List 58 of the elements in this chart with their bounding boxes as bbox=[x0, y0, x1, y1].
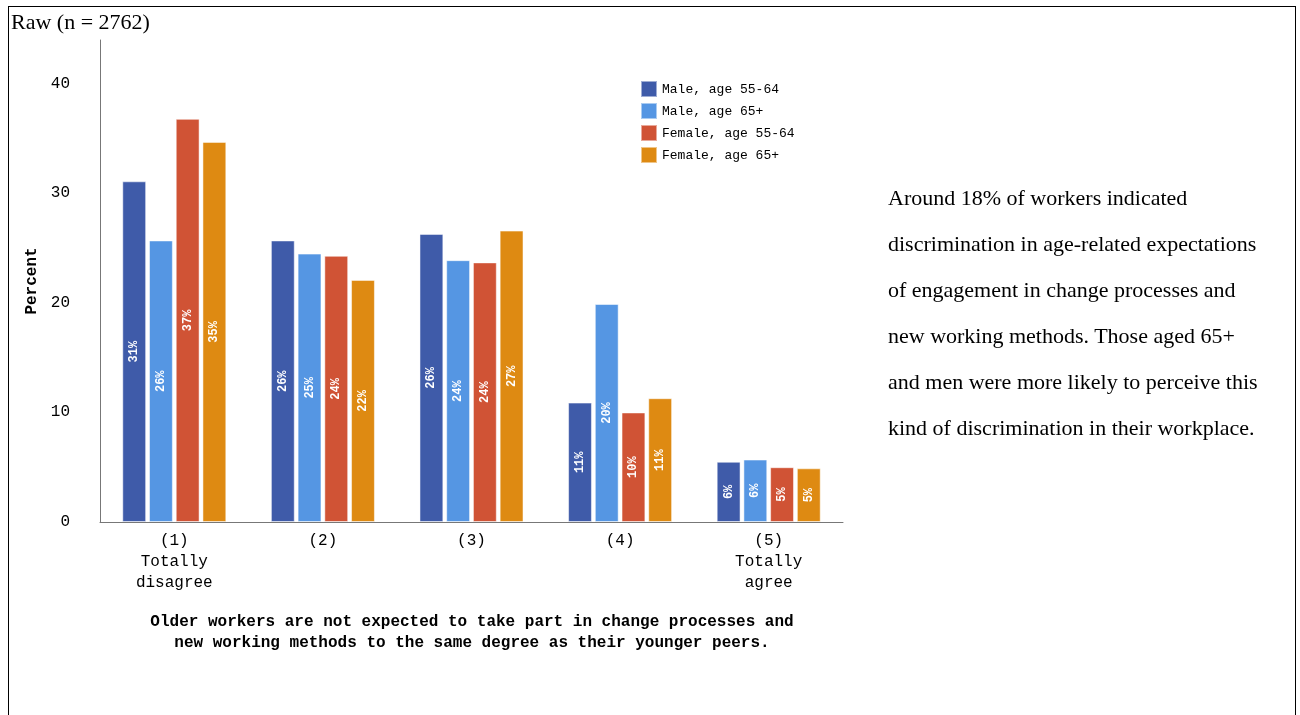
bar bbox=[270, 240, 295, 522]
data-label: 6% bbox=[748, 482, 763, 498]
data-label: 26% bbox=[153, 369, 168, 393]
bar bbox=[149, 240, 173, 522]
data-label: 27% bbox=[504, 364, 519, 388]
bar bbox=[419, 233, 444, 522]
bar bbox=[770, 467, 794, 522]
data-label: 5% bbox=[801, 487, 816, 503]
x-axis-title: Older workers are not expected to take part in change processes and new working methods to the same degree as their younger peers. bbox=[149, 612, 795, 654]
data-label: 22% bbox=[355, 389, 370, 412]
bar bbox=[499, 230, 524, 522]
data-label: 37% bbox=[180, 308, 195, 332]
bar bbox=[122, 181, 147, 522]
legend-label: Female, age 55-64 bbox=[662, 125, 795, 141]
y-tick-label: 30 bbox=[50, 184, 70, 203]
data-label: 31% bbox=[127, 340, 142, 363]
y-tick-label: 20 bbox=[50, 293, 70, 312]
data-label: 24% bbox=[329, 377, 344, 400]
bar bbox=[297, 253, 322, 522]
data-label: 35% bbox=[207, 320, 222, 343]
bar bbox=[324, 255, 349, 522]
bar bbox=[796, 468, 821, 522]
x-tick-label: (5) Totally agree bbox=[735, 531, 803, 592]
bar bbox=[648, 398, 673, 522]
bar bbox=[716, 461, 741, 522]
bar bbox=[446, 260, 471, 522]
legend-label: Male, age 65+ bbox=[662, 103, 764, 119]
data-label: 25% bbox=[302, 376, 317, 399]
x-tick-label: (1) Totally disagree bbox=[135, 531, 213, 592]
data-label: 20% bbox=[599, 401, 614, 424]
legend-label: Male, age 55-64 bbox=[662, 81, 780, 97]
bar bbox=[621, 412, 646, 522]
data-label: 11% bbox=[573, 450, 588, 474]
x-tick-label: (3) bbox=[457, 531, 486, 550]
data-label: 26% bbox=[424, 366, 439, 389]
legend-label: Female, age 65+ bbox=[662, 147, 780, 163]
bar bbox=[568, 402, 592, 522]
bar bbox=[594, 304, 619, 522]
bar bbox=[351, 279, 375, 522]
text: Around 18% of workers indicated discrimination in age-related expectations of engagement in change processes and new working methods. Those aged 65+ and men were more likely to perceive this kind of discrimination in their workplace. bbox=[888, 184, 1259, 442]
chart-title: Raw (n = 2762) bbox=[11, 9, 150, 35]
bar bbox=[202, 141, 227, 522]
data-label: 26% bbox=[275, 369, 290, 393]
data-label: 5% bbox=[775, 486, 790, 502]
x-tick-label: (2) bbox=[308, 531, 338, 550]
bar bbox=[472, 262, 497, 522]
data-label: 10% bbox=[626, 455, 641, 479]
bar bbox=[175, 118, 200, 522]
y-axis-title: Percent bbox=[22, 247, 41, 315]
y-tick-label: 10 bbox=[50, 403, 70, 422]
bar bbox=[743, 459, 768, 522]
data-label: 24% bbox=[451, 379, 466, 402]
data-label: 11% bbox=[653, 448, 668, 471]
y-tick-label: 0 bbox=[60, 513, 70, 531]
x-tick-label: (4) bbox=[605, 531, 635, 550]
data-label: 24% bbox=[477, 380, 492, 403]
y-tick-label: 40 bbox=[50, 74, 70, 93]
data-label: 6% bbox=[721, 483, 736, 500]
